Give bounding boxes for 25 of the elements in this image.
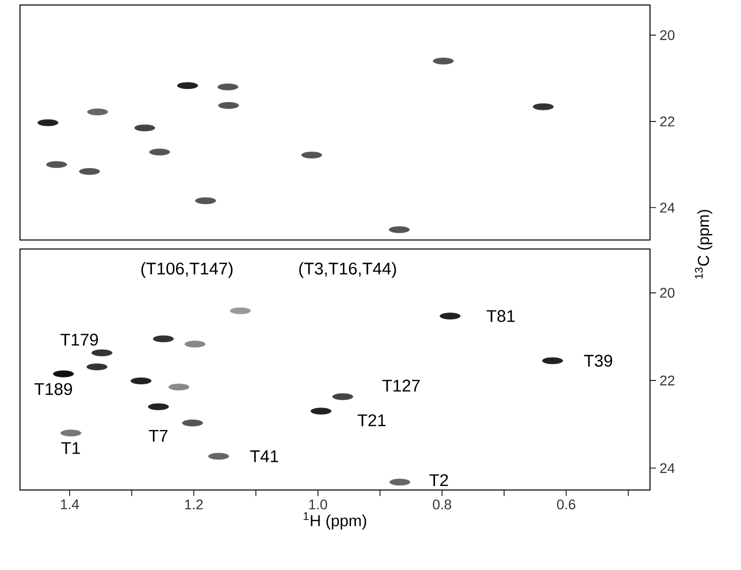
annotation: (T3,T16,T44) (299, 262, 396, 278)
y-tick-label: 24 (660, 463, 675, 473)
annotation: T39 (584, 354, 612, 367)
y-tick-label: 22 (660, 116, 674, 126)
annotation: T21 (358, 414, 386, 426)
annotation: T7 (148, 430, 168, 442)
x-tick-label: 1.0 (309, 500, 328, 510)
annotation: (T106,T147) (141, 262, 232, 278)
y-axis-title: $^{13}$C (ppm) (694, 210, 712, 279)
y-tick-label: 20 (660, 288, 674, 298)
x-axis-title: $^{1}$H (ppm) (304, 512, 366, 530)
y-tick-label: 22 (660, 376, 674, 386)
x-tick-label: 0.8 (432, 500, 452, 510)
y-tick-label: 24 (660, 202, 675, 213)
annotation: T41 (250, 450, 278, 462)
annotation: T189 (34, 383, 72, 396)
x-tick-label: 1.4 (61, 500, 79, 510)
annotation: T81 (486, 310, 515, 322)
y-tick-label: 20 (660, 30, 674, 40)
annotation: T127 (382, 380, 420, 392)
x-tick-label: 1.2 (185, 500, 203, 510)
annotation: T1 (61, 442, 80, 454)
annotation: T179 (60, 334, 98, 346)
x-tick-label: 0.6 (557, 500, 576, 510)
annotation: T2 (429, 474, 448, 486)
